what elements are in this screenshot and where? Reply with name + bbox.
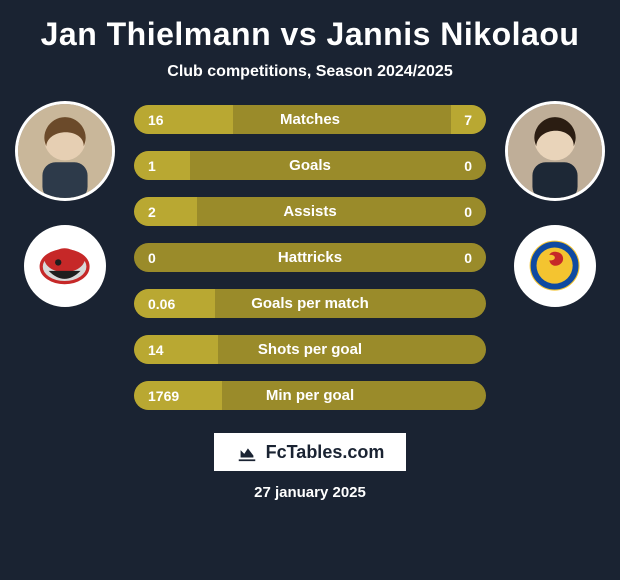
stat-right-value: 0 xyxy=(412,204,472,220)
right-player-column xyxy=(500,105,610,307)
stat-label: Hattricks xyxy=(208,249,412,266)
person-icon xyxy=(508,104,602,198)
date-label: 27 january 2025 xyxy=(254,484,366,501)
stat-bar: 1769Min per goal xyxy=(134,381,486,410)
stat-left-value: 14 xyxy=(148,342,208,358)
stat-bar: 16Matches7 xyxy=(134,105,486,134)
stat-right-value: 7 xyxy=(412,112,472,128)
stat-left-value: 2 xyxy=(148,204,208,220)
stat-bar: 2Assists0 xyxy=(134,197,486,226)
stat-left-value: 1769 xyxy=(148,388,208,404)
left-player-column xyxy=(10,105,120,307)
player-right-club-badge xyxy=(514,225,596,307)
club-badge-left-icon xyxy=(38,239,91,292)
player-left-avatar xyxy=(15,101,115,201)
page-title: Jan Thielmann vs Jannis Nikolaou xyxy=(41,16,580,53)
comparison-card: Jan Thielmann vs Jannis Nikolaou Club co… xyxy=(0,0,620,580)
brand-badge[interactable]: FcTables.com xyxy=(213,432,408,472)
stat-right-value: 0 xyxy=(412,250,472,266)
footer: FcTables.com 27 january 2025 xyxy=(213,432,408,501)
player-left-club-badge xyxy=(24,225,106,307)
stat-label: Goals xyxy=(208,157,412,174)
stat-left-value: 16 xyxy=(148,112,208,128)
stat-label: Goals per match xyxy=(208,295,412,312)
stat-left-value: 0 xyxy=(148,250,208,266)
stat-bar: 1Goals0 xyxy=(134,151,486,180)
stat-label: Assists xyxy=(208,203,412,220)
person-icon xyxy=(18,104,112,198)
stat-bar: 0.06Goals per match xyxy=(134,289,486,318)
stat-label: Matches xyxy=(208,111,412,128)
comparison-body: 16Matches71Goals02Assists00Hattricks00.0… xyxy=(10,105,610,410)
stat-bar: 14Shots per goal xyxy=(134,335,486,364)
player-right-avatar xyxy=(505,101,605,201)
stat-label: Shots per goal xyxy=(208,341,412,358)
stat-bars: 16Matches71Goals02Assists00Hattricks00.0… xyxy=(120,105,500,410)
brand-label: FcTables.com xyxy=(266,442,385,463)
stat-bar: 0Hattricks0 xyxy=(134,243,486,272)
stat-right-value: 0 xyxy=(412,158,472,174)
stat-label: Min per goal xyxy=(208,387,412,404)
stat-left-value: 0.06 xyxy=(148,296,208,312)
chart-icon xyxy=(236,441,258,463)
stat-left-value: 1 xyxy=(148,158,208,174)
club-badge-right-icon xyxy=(528,239,581,292)
subtitle: Club competitions, Season 2024/2025 xyxy=(167,63,452,81)
